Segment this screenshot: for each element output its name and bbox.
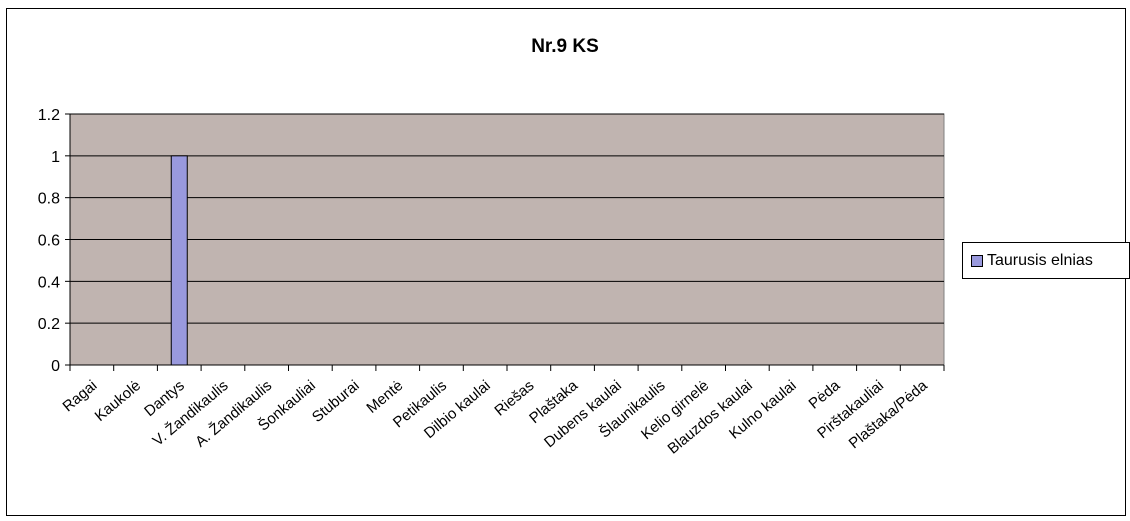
y-tick-label: 0 <box>51 358 60 375</box>
legend: Taurusis elnias <box>962 242 1130 279</box>
x-tick-label: Pėda <box>806 377 844 413</box>
chart-title: Nr.9 KS <box>531 36 599 57</box>
axes <box>65 113 945 371</box>
y-tick-label: 0.4 <box>38 274 60 291</box>
x-tick-label: V. Žandikaulis <box>149 377 231 450</box>
y-tick-labels: 0 0.2 0.4 0.6 0.8 1 1.2 <box>38 107 60 375</box>
y-tick-label: 0.6 <box>38 233 60 250</box>
y-tick-label: 1.2 <box>38 107 60 124</box>
y-tick-label: 0.8 <box>38 191 60 208</box>
x-tick-label: Stuburai <box>309 377 363 426</box>
legend-label: Taurusis elnias <box>987 251 1093 269</box>
gridlines <box>70 113 944 324</box>
bars <box>170 155 188 366</box>
y-tick-label: 0.2 <box>38 316 60 333</box>
legend-swatch <box>971 254 983 267</box>
y-tick-label: 1 <box>51 149 60 166</box>
x-tick-label: Plaštaka/Pėda <box>846 377 932 453</box>
bar <box>170 155 188 366</box>
x-tick-label: Kaukolė <box>92 377 144 425</box>
